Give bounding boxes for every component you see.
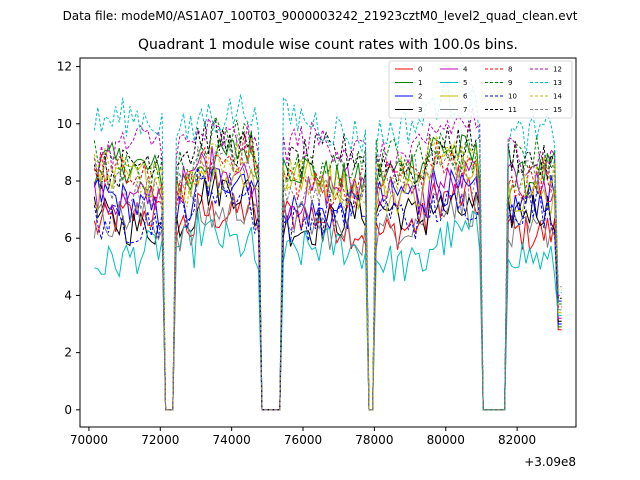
legend-label-14: 14 — [553, 93, 562, 101]
legend-label-2: 2 — [418, 93, 422, 101]
plot-lines — [93, 80, 562, 411]
x-tick-label: 78000 — [355, 433, 393, 447]
y-tick-label: 8 — [64, 174, 72, 188]
series-line-15 — [93, 134, 562, 411]
y-tick-label: 4 — [64, 288, 72, 302]
y-tick-label: 12 — [57, 60, 72, 74]
axes: 70000 72000 74000 76000 78000 80000 82000 0 2 4 6 8… — [57, 60, 536, 447]
series-line-9 — [93, 115, 562, 411]
legend-label-4: 4 — [463, 66, 468, 74]
legend-label-6: 6 — [463, 93, 468, 101]
x-tick-label: 70000 — [70, 433, 108, 447]
x-tick-label: 74000 — [213, 433, 251, 447]
figure-suptitle: Data file: modeM0/AS1A07_100T03_90000032… — [63, 9, 578, 23]
legend-label-11: 11 — [508, 106, 517, 114]
legend-label-3: 3 — [418, 106, 422, 114]
legend-label-7: 7 — [463, 106, 467, 114]
x-offset-label: +3.09e8 — [524, 455, 576, 469]
legend-label-15: 15 — [553, 106, 562, 114]
legend-label-13: 13 — [553, 79, 562, 87]
plot-frame — [79, 57, 577, 428]
x-tick-label: 82000 — [498, 433, 536, 447]
legend-label-0: 0 — [418, 66, 422, 74]
legend-box — [388, 60, 573, 119]
y-tick-label: 10 — [57, 117, 72, 131]
legend-label-5: 5 — [463, 79, 467, 87]
chart-title: Quadrant 1 module wise count rates with … — [138, 37, 518, 53]
legend-label-12: 12 — [553, 66, 562, 74]
y-tick-label: 0 — [64, 403, 72, 417]
y-tick-label: 6 — [64, 231, 72, 245]
legend-label-1: 1 — [418, 79, 422, 87]
x-tick-label: 72000 — [141, 433, 179, 447]
legend-label-8: 8 — [508, 66, 512, 74]
x-tick-label: 80000 — [427, 433, 465, 447]
x-tick-label: 76000 — [284, 433, 322, 447]
y-tick-label: 2 — [64, 346, 72, 360]
legend-label-10: 10 — [508, 93, 517, 101]
legend-label-9: 9 — [508, 79, 512, 87]
